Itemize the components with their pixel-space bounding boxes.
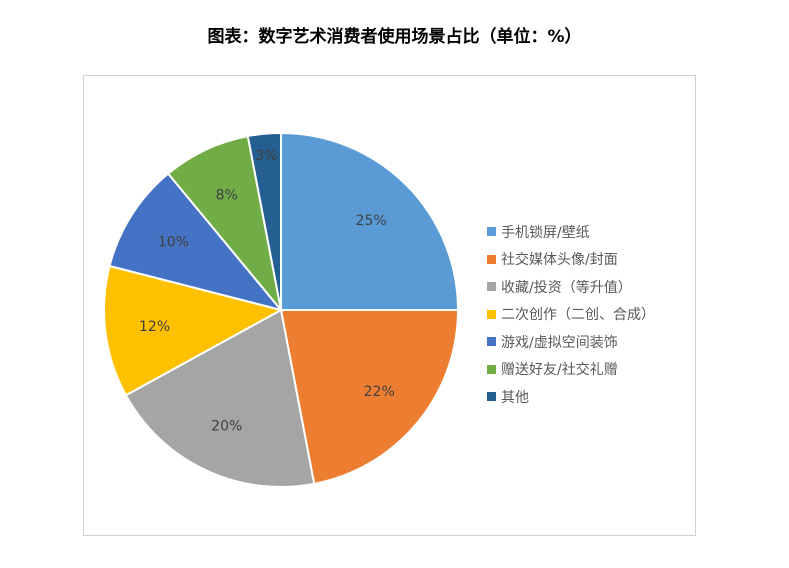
legend-label: 赠送好友/社交礼赠 xyxy=(501,362,618,379)
data-label: 8% xyxy=(216,188,238,204)
pie-slice xyxy=(124,308,316,488)
legend-item: 赠送好友/社交礼赠 xyxy=(487,356,655,384)
legend-swatch xyxy=(487,337,496,347)
legend-label: 收藏/投资（等升值） xyxy=(501,279,632,296)
data-label: 3% xyxy=(255,148,277,164)
legend-label: 其他 xyxy=(501,389,529,406)
data-label: 10% xyxy=(158,235,189,251)
legend-swatch xyxy=(487,392,496,402)
legend-item: 社交媒体头像/封面 xyxy=(487,246,655,274)
legend-swatch xyxy=(487,282,496,292)
legend-item: 游戏/虚拟空间装饰 xyxy=(487,328,655,356)
pie-slice xyxy=(246,131,282,311)
chart-frame xyxy=(83,75,696,536)
pie-slice xyxy=(108,172,284,312)
data-label: 12% xyxy=(139,319,170,335)
legend-label: 游戏/虚拟空间装饰 xyxy=(501,334,618,351)
legend-swatch xyxy=(487,254,496,264)
legend-item: 二次创作（二创、合成） xyxy=(487,301,655,329)
legend-label: 二次创作（二创、合成） xyxy=(501,307,655,324)
pie-slice xyxy=(166,134,282,311)
legend-item: 手机锁屏/壁纸 xyxy=(487,218,655,246)
chart-title: 图表：数字艺术消费者使用场景占比（单位：%） xyxy=(207,27,582,47)
data-label: 25% xyxy=(356,213,387,229)
data-label: 20% xyxy=(211,418,242,434)
legend-label: 手机锁屏/壁纸 xyxy=(501,224,590,241)
legend-item: 收藏/投资（等升值） xyxy=(487,273,655,301)
legend-swatch xyxy=(487,227,496,237)
pie-slice xyxy=(280,131,460,311)
legend-item: 其他 xyxy=(487,383,655,411)
legend-swatch xyxy=(487,309,496,319)
legend: 手机锁屏/壁纸社交媒体头像/封面 收藏/投资（等升值） 二次创作（二创、合成） 游戏/… xyxy=(487,218,655,411)
pie-slice xyxy=(279,309,460,486)
data-label: 22% xyxy=(364,384,395,400)
legend-label: 社交媒体头像/封面 xyxy=(501,252,618,269)
legend-swatch xyxy=(487,364,496,374)
pie-slice xyxy=(103,264,284,397)
